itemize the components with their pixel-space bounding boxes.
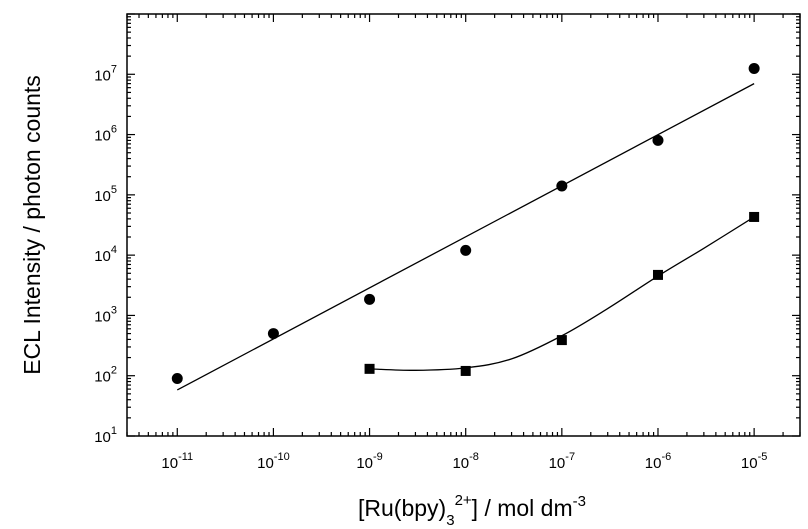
y-tick-label-base: 10: [94, 429, 111, 446]
x-tick-label-base: 10: [549, 455, 566, 472]
data-point-circle: [171, 372, 183, 384]
x-tick-label-exponent: -11: [178, 451, 193, 463]
x-tick-label-exponent: -9: [373, 451, 383, 463]
x-tick-label: 10-7: [549, 451, 575, 472]
x-tick-label-base: 10: [452, 455, 469, 472]
x-axis-title-superscript: 2+: [455, 492, 472, 509]
y-tick-label-exponent: 3: [111, 304, 117, 316]
x-axis-title: [Ru(bpy)32+] / mol dm-3: [358, 492, 586, 529]
data-point-circle: [460, 244, 472, 256]
x-axis-title-suffix: ] / mol dm: [472, 495, 573, 521]
x-axis-title-subscript: 3: [446, 512, 454, 529]
x-tick-label-base: 10: [645, 455, 662, 472]
fit-lines: [176, 83, 755, 391]
plot-frame: [126, 13, 801, 437]
x-tick-label: 10-5: [741, 451, 767, 472]
x-tick-label: 10-9: [356, 451, 382, 472]
data-point-circle: [556, 180, 568, 192]
y-tick-label-base: 10: [94, 128, 111, 145]
x-tick-label-base: 10: [161, 455, 178, 472]
x-tick-label-exponent: -5: [758, 451, 768, 463]
fit-line-series-1: [176, 83, 755, 391]
y-tick-label: 103: [94, 304, 117, 325]
x-tick-labels: 10-11 10-10 10-9 10-8 10-7 10-6 10-5: [161, 451, 767, 472]
y-tick-label: 106: [94, 124, 117, 145]
x-axis-title-suffix-sup: -3: [573, 493, 586, 510]
data-point-square: [364, 363, 375, 374]
y-tick-label: 107: [94, 63, 117, 84]
x-tick-label-base: 10: [741, 455, 758, 472]
x-tick-label-exponent: -6: [661, 451, 671, 463]
x-tick-label-base: 10: [356, 455, 373, 472]
x-tick-label: 10-6: [645, 451, 671, 472]
y-tick-label-exponent: 1: [111, 425, 117, 437]
x-tick-label: 10-10: [257, 451, 290, 472]
y-tick-label: 102: [94, 365, 117, 386]
x-tick-label-base: 10: [257, 455, 274, 472]
data-point-square: [749, 211, 760, 222]
y-axis-title: ECL Intensity / photon counts: [19, 75, 45, 375]
data-point-circle: [748, 62, 760, 74]
y-tick-label-base: 10: [94, 188, 111, 205]
data-points: [171, 62, 760, 384]
x-tick-label-exponent: -10: [274, 451, 290, 463]
fit-line-series-2: [369, 216, 755, 371]
x-tick-label-exponent: -7: [565, 451, 575, 463]
y-tick-label-base: 10: [94, 369, 111, 386]
x-tick-label: 10-8: [452, 451, 478, 472]
data-point-circle: [364, 293, 376, 305]
y-tick-label-base: 10: [94, 248, 111, 265]
data-point-square: [652, 269, 663, 280]
x-tick-label: 10-11: [161, 451, 193, 472]
y-tick-label-base: 10: [94, 67, 111, 84]
y-tick-label-exponent: 4: [111, 244, 117, 256]
y-tick-label: 104: [94, 244, 117, 265]
y-tick-label-exponent: 6: [111, 124, 117, 136]
y-tick-label: 105: [94, 184, 117, 205]
y-tick-label: 101: [94, 425, 117, 446]
data-point-square: [460, 365, 471, 376]
data-point-circle: [267, 328, 279, 340]
y-tick-label-exponent: 2: [111, 365, 117, 377]
x-axis-title-prefix: [Ru(bpy): [358, 495, 446, 521]
data-point-square: [556, 335, 567, 346]
x-tick-label-exponent: -8: [469, 451, 479, 463]
y-tick-label-exponent: 5: [111, 184, 117, 196]
axis-ticks: [126, 13, 801, 437]
y-tick-label-exponent: 7: [111, 63, 117, 75]
y-tick-label-base: 10: [94, 308, 111, 325]
data-point-circle: [652, 134, 664, 146]
